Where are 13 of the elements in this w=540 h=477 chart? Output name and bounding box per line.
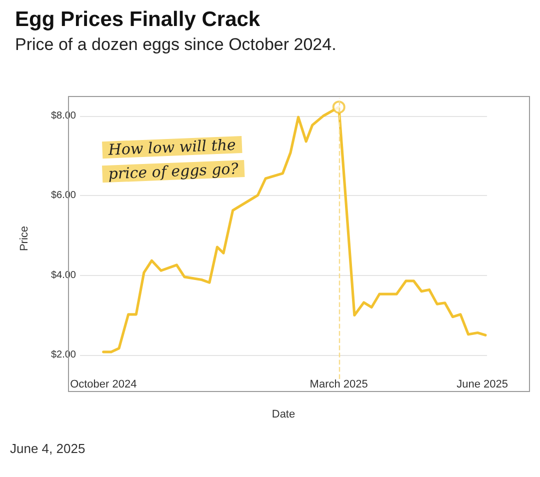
x-tick-label: June 2025	[456, 378, 508, 390]
annotation: How low will the price of eggs go?	[106, 136, 240, 183]
y-tick-label: $2.00	[50, 350, 76, 361]
x-axis-title: Date	[272, 408, 296, 420]
x-tick-label: October 2024	[70, 378, 137, 390]
chart-title: Egg Prices Finally Crack	[15, 8, 260, 31]
chart-subtitle: Price of a dozen eggs since October 2024.	[15, 35, 336, 54]
x-tick-label: March 2025	[310, 378, 368, 390]
y-axis-title: Price	[18, 226, 30, 252]
y-tick-label: $6.00	[50, 190, 76, 202]
text: June 4, 2025	[10, 441, 86, 456]
y-tick-label: $4.00	[50, 270, 76, 281]
y-tick-label: $8.00	[50, 110, 76, 122]
